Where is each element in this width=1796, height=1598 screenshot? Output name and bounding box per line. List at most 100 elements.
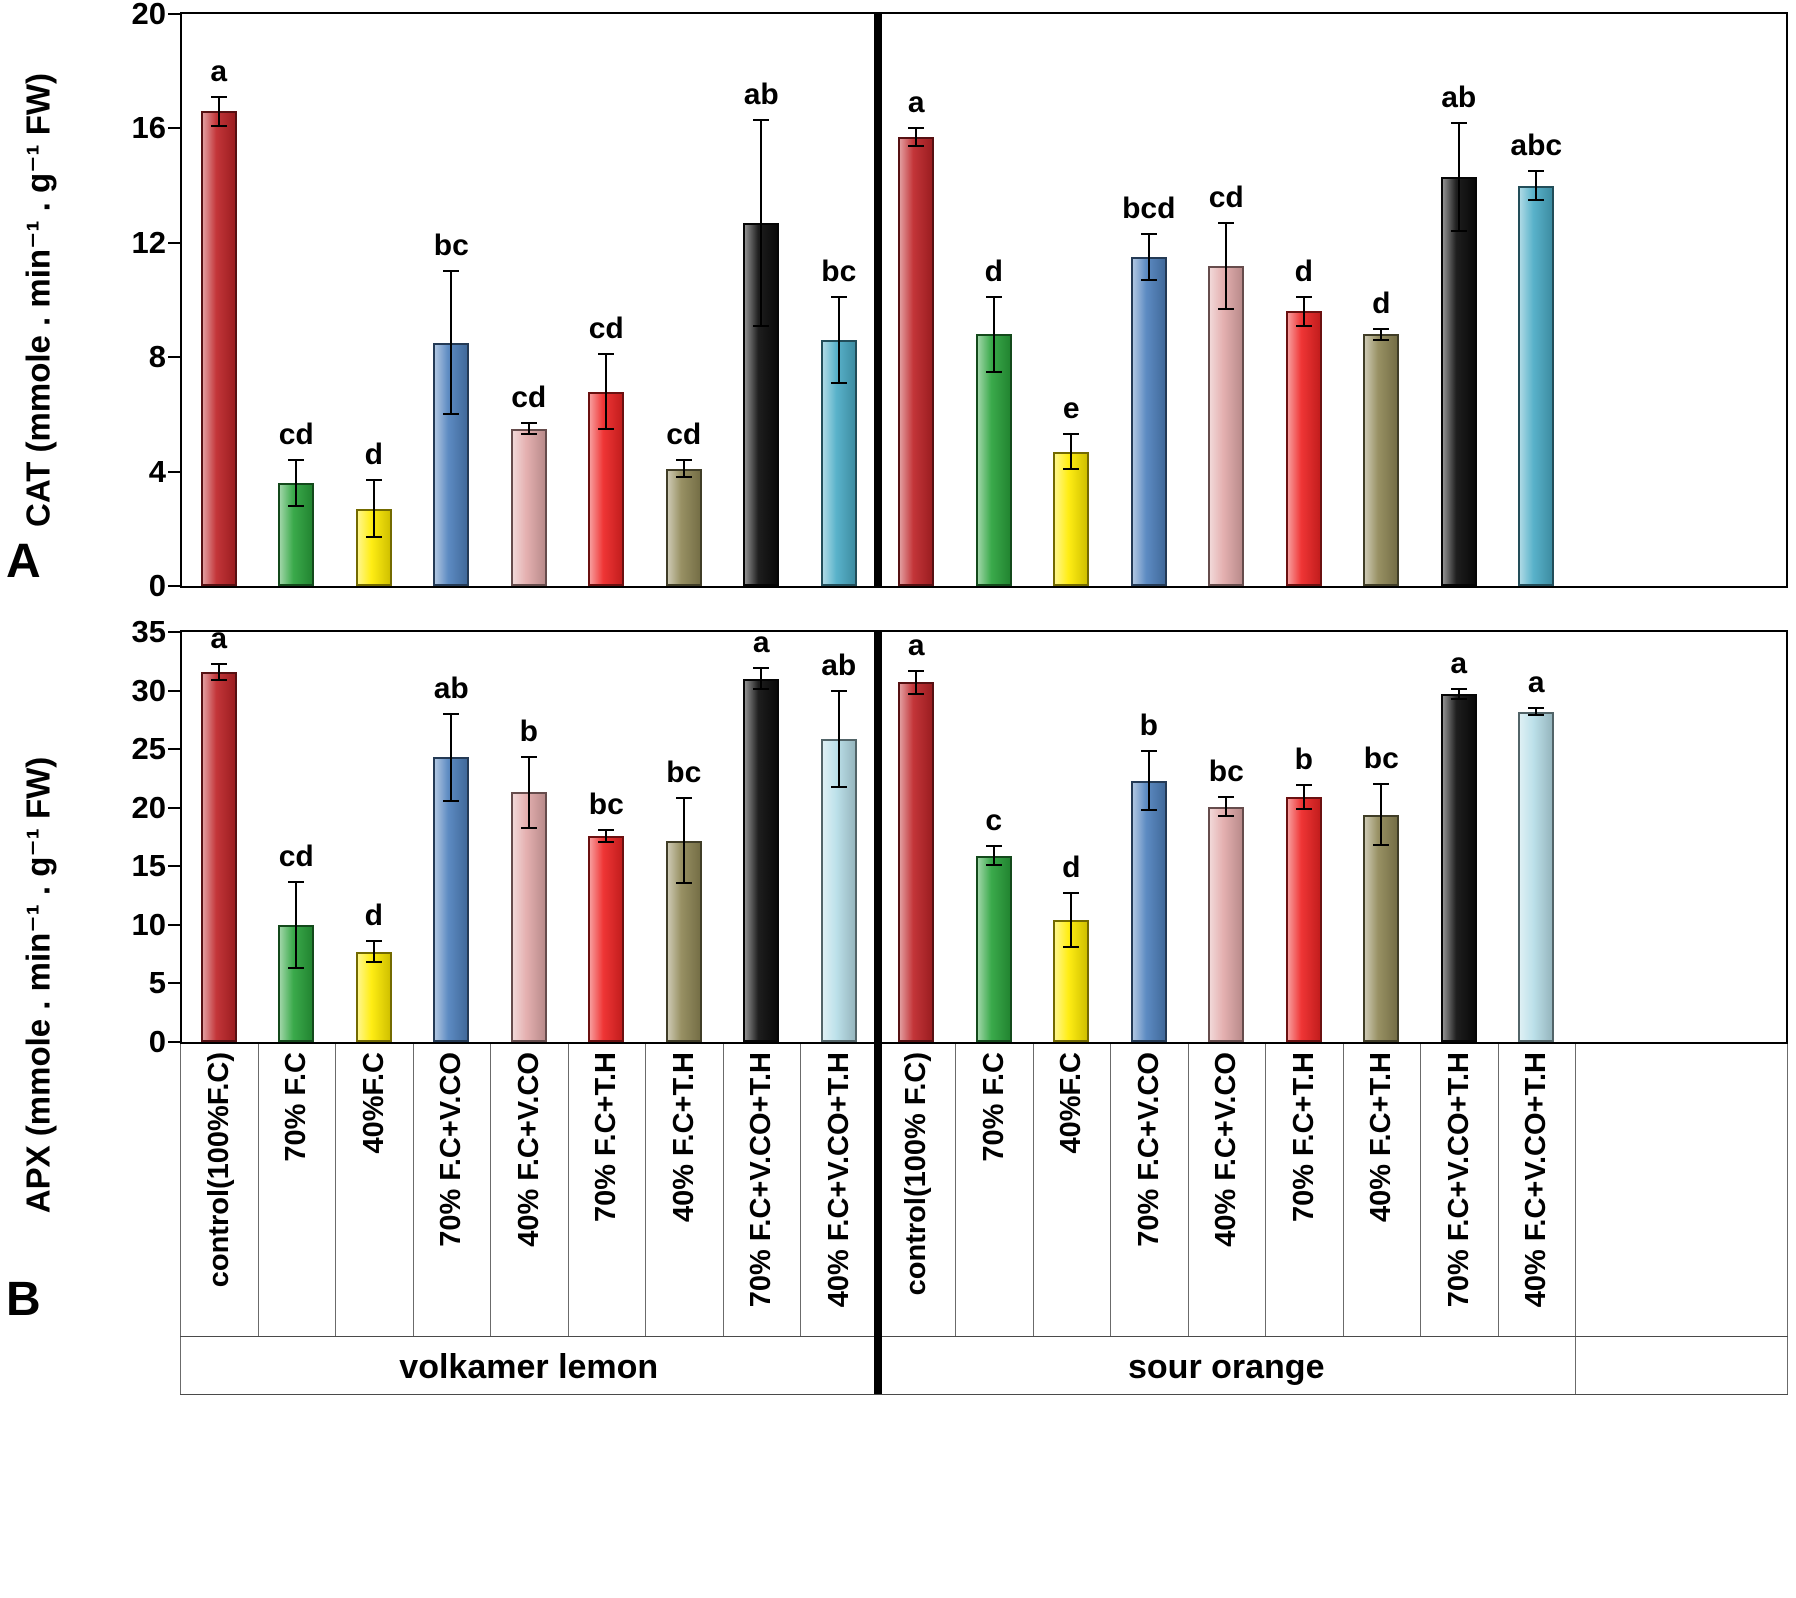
error-bar-cap-bottom — [753, 324, 770, 327]
bar — [1053, 451, 1090, 586]
error-bar-cap-bottom — [830, 785, 847, 788]
error-bar-cap-bottom — [365, 961, 382, 964]
category-separator — [1497, 1044, 1499, 1336]
error-bar-cap-top — [985, 845, 1002, 848]
bar — [200, 671, 237, 1042]
error-bar-line — [915, 128, 918, 146]
error-bar-cap-top — [675, 459, 692, 462]
error-bar-cap-bottom — [1063, 946, 1080, 949]
error-bar-cap-top — [598, 828, 615, 831]
y-tick-mark — [168, 982, 180, 985]
y-tick-mark — [168, 689, 180, 692]
error-bar-cap-bottom — [675, 476, 692, 479]
group-divider-line — [873, 630, 882, 1044]
significance-letter: a — [210, 54, 228, 88]
category-separator — [1575, 1044, 1576, 1394]
y-tick-label: 16 — [131, 110, 166, 146]
bar — [1208, 806, 1245, 1042]
error-bar-cap-bottom — [520, 433, 537, 436]
error-bar-cap-top — [1063, 433, 1080, 436]
panel-a-y-axis-title: CAT (mmole . min⁻¹ . g⁻¹ FW) — [19, 72, 57, 528]
x-category-label: 40% F.C+T.H — [1365, 1052, 1398, 1223]
error-bar-cap-bottom — [908, 144, 925, 147]
error-bar-cap-top — [210, 662, 227, 665]
y-tick-mark — [168, 470, 180, 473]
y-tick-label: 20 — [131, 0, 166, 31]
significance-letter: cd — [278, 418, 314, 452]
y-tick-label: 30 — [131, 672, 166, 708]
significance-letter: d — [1372, 286, 1391, 320]
x-category-label: 40% F.C+V.CO — [1210, 1052, 1243, 1247]
y-tick-label: 4 — [148, 453, 166, 489]
x-category-label: control(100%F.C) — [202, 1052, 235, 1288]
error-bar-cap-bottom — [985, 864, 1002, 867]
bar — [1208, 265, 1245, 586]
error-bar-line — [760, 668, 763, 690]
significance-letter: ab — [1441, 80, 1477, 114]
error-bar-cap-top — [1528, 707, 1545, 710]
significance-letter: cd — [511, 380, 547, 414]
bar — [1363, 814, 1400, 1042]
error-bar-cap-top — [830, 296, 847, 299]
error-bar-cap-bottom — [1450, 230, 1467, 233]
bar — [898, 136, 935, 586]
category-separator — [1265, 1044, 1266, 1336]
bar — [1518, 711, 1555, 1042]
error-bar-cap-bottom — [598, 840, 615, 843]
y-tick-mark — [168, 13, 180, 15]
error-bar-line — [1147, 751, 1150, 811]
x-category-label: 70% F.C — [977, 1052, 1010, 1162]
category-separator — [955, 1044, 956, 1336]
y-tick-label: 12 — [131, 224, 166, 260]
bar — [433, 757, 470, 1042]
label-group-separator — [180, 1336, 1788, 1337]
category-separator — [1187, 1044, 1189, 1336]
significance-letter: e — [1062, 392, 1080, 426]
error-bar-cap-bottom — [1528, 714, 1545, 717]
x-category-label: 70% F.C+T.H — [590, 1052, 623, 1223]
x-category-label: 40% F.C+T.H — [667, 1052, 700, 1223]
error-bar-line — [217, 96, 220, 126]
error-bar-cap-top — [520, 756, 537, 759]
y-tick-mark — [168, 1041, 180, 1043]
x-category-label: 70% F.C+V.CO — [1132, 1052, 1165, 1247]
error-bar-cap-top — [985, 296, 1002, 299]
bar — [1285, 311, 1322, 586]
error-bar-line — [1225, 797, 1228, 816]
panel-a-letter: A — [6, 535, 41, 588]
y-tick-mark — [168, 127, 180, 130]
significance-letter: cd — [1208, 180, 1244, 214]
error-bar-line — [682, 460, 685, 478]
category-separator — [645, 1044, 646, 1336]
bar — [200, 111, 237, 586]
significance-letter: c — [985, 804, 1003, 838]
category-separator — [1420, 1044, 1421, 1336]
error-bar-cap-bottom — [443, 413, 460, 416]
error-bar-cap-top — [365, 479, 382, 482]
error-bar-cap-bottom — [1528, 198, 1545, 201]
bar — [820, 738, 857, 1042]
significance-letter: a — [210, 621, 228, 655]
y-tick-mark — [168, 241, 180, 244]
bar — [1518, 185, 1555, 586]
error-bar-cap-bottom — [1218, 814, 1235, 817]
significance-letter: ab — [743, 77, 779, 111]
category-separator — [567, 1044, 569, 1336]
error-bar-cap-top — [908, 669, 925, 672]
x-category-label: 70% F.C+V.CO — [435, 1052, 468, 1247]
x-category-label: 70% F.C+V.CO+T.H — [1442, 1052, 1475, 1308]
y-tick-label: 20 — [131, 789, 166, 825]
error-bar-line — [1457, 689, 1460, 699]
error-bar-cap-bottom — [675, 881, 692, 884]
error-bar-cap-top — [443, 270, 460, 273]
y-tick-label: 35 — [131, 614, 166, 649]
error-bar-cap-bottom — [908, 693, 925, 696]
y-tick-mark — [168, 356, 180, 359]
significance-letter: bc — [588, 787, 624, 821]
bar — [975, 855, 1012, 1042]
error-bar-line — [1457, 122, 1460, 232]
error-bar-cap-top — [1450, 121, 1467, 124]
group-divider-line — [873, 12, 882, 588]
significance-letter: a — [752, 626, 770, 660]
